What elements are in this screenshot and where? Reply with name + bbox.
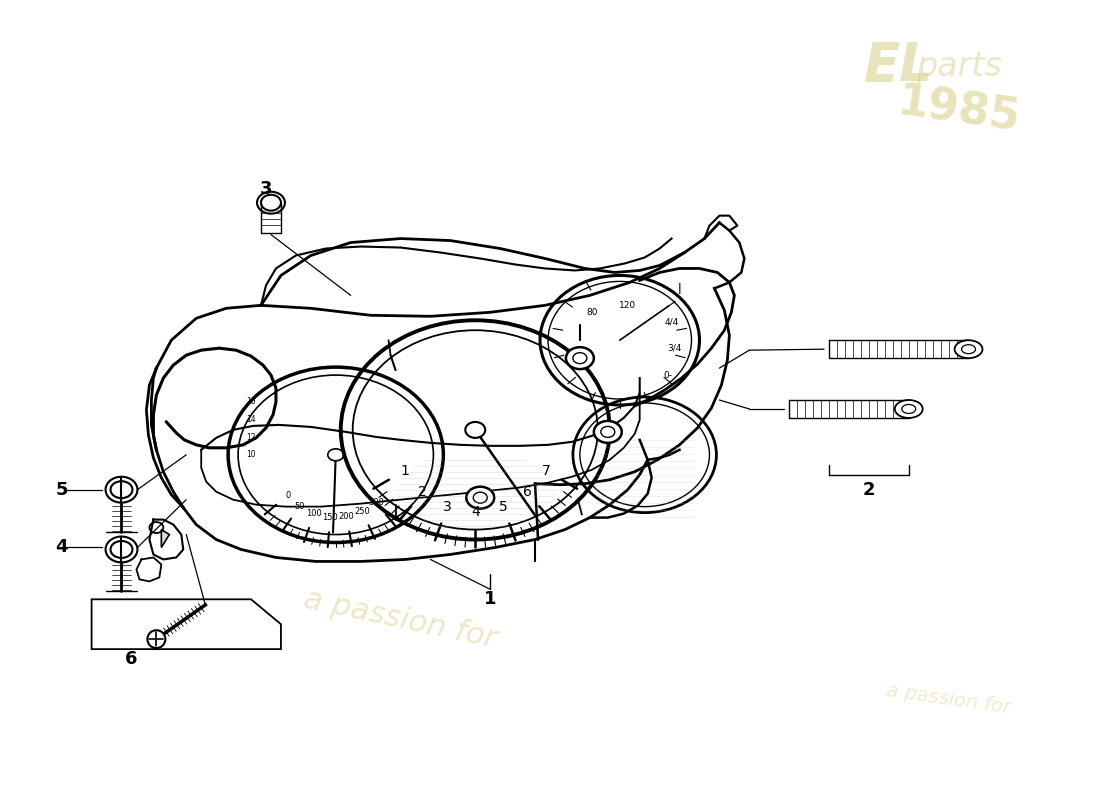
Text: 80: 80 (586, 308, 597, 317)
Text: 12: 12 (246, 434, 256, 442)
Ellipse shape (261, 194, 280, 210)
Text: EL: EL (864, 40, 934, 92)
Text: 16: 16 (246, 398, 256, 406)
Text: 100: 100 (307, 510, 322, 518)
Text: 5: 5 (55, 481, 68, 498)
Text: 0-: 0- (663, 370, 672, 379)
Ellipse shape (594, 421, 621, 443)
Text: 7: 7 (541, 464, 550, 478)
Ellipse shape (466, 486, 494, 509)
Text: 3/4: 3/4 (668, 344, 682, 353)
Text: 3: 3 (260, 180, 272, 198)
Text: 1: 1 (484, 590, 496, 608)
Text: 3: 3 (443, 500, 452, 514)
Text: 1: 1 (400, 464, 409, 478)
Text: 50: 50 (295, 502, 305, 510)
Ellipse shape (110, 541, 132, 558)
Text: 5: 5 (498, 500, 507, 514)
Text: 2: 2 (862, 481, 876, 498)
Polygon shape (162, 530, 169, 547)
Text: 4: 4 (55, 538, 68, 557)
Ellipse shape (894, 400, 923, 418)
Text: 2: 2 (418, 486, 427, 499)
Text: 300: 300 (368, 498, 384, 507)
Text: 120: 120 (619, 301, 636, 310)
Ellipse shape (328, 449, 343, 461)
Text: 14: 14 (246, 415, 256, 425)
Text: 1985: 1985 (894, 81, 1023, 141)
Text: 10: 10 (246, 450, 256, 459)
Text: a passion for: a passion for (886, 681, 1012, 717)
Ellipse shape (565, 347, 594, 369)
Text: 200: 200 (339, 512, 354, 521)
Ellipse shape (147, 630, 165, 648)
Text: 250: 250 (354, 507, 371, 516)
Text: parts: parts (915, 50, 1001, 82)
Text: 0: 0 (285, 490, 290, 500)
Text: 6: 6 (524, 486, 532, 499)
Ellipse shape (110, 482, 132, 498)
Text: a passion for: a passion for (301, 585, 499, 654)
Text: |: | (678, 283, 681, 294)
Text: 6: 6 (125, 650, 138, 668)
Ellipse shape (465, 422, 485, 438)
Text: 4: 4 (471, 505, 480, 518)
Text: 150: 150 (322, 513, 338, 522)
Text: 4/4: 4/4 (664, 318, 679, 326)
Ellipse shape (955, 340, 982, 358)
